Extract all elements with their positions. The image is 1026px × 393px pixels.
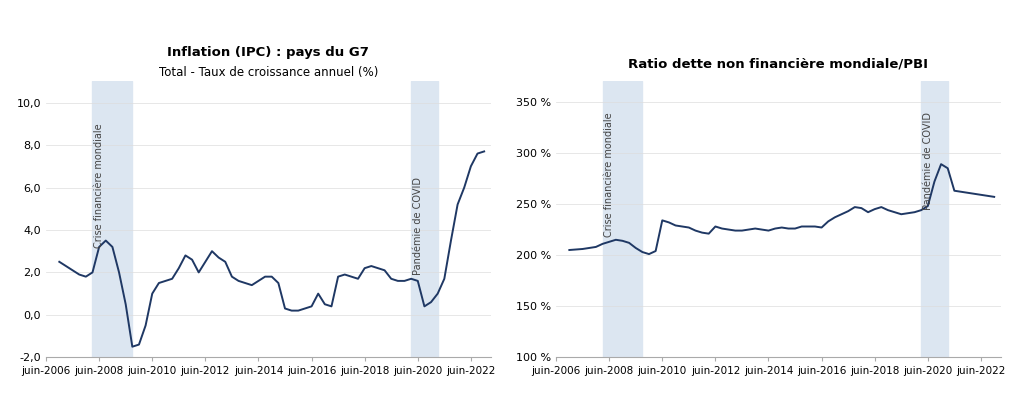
Text: Total - Taux de croissance annuel (%): Total - Taux de croissance annuel (%) bbox=[159, 66, 379, 79]
Text: Pandémie de COVID: Pandémie de COVID bbox=[923, 112, 933, 210]
Text: Ratio dette non financière mondiale/PBI: Ratio dette non financière mondiale/PBI bbox=[629, 57, 929, 70]
Bar bbox=[921, 81, 948, 357]
Text: Crise financière mondiale: Crise financière mondiale bbox=[604, 112, 615, 237]
Text: Crise financière mondiale: Crise financière mondiale bbox=[94, 124, 105, 248]
Bar bbox=[602, 81, 642, 357]
Bar bbox=[92, 81, 132, 357]
Bar bbox=[411, 81, 438, 357]
Text: Inflation (IPC) : pays du G7: Inflation (IPC) : pays du G7 bbox=[167, 46, 369, 59]
Text: Pandémie de COVID: Pandémie de COVID bbox=[413, 177, 423, 275]
